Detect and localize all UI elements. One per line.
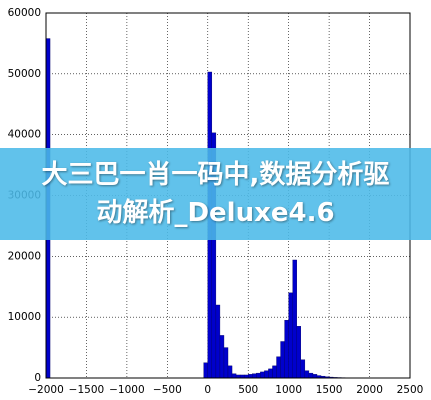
banner: 大三巴一肖一码中,数据分析驱动解析_Deluxe4.6 [0,148,431,240]
x-tick-label: 2000 [356,384,383,396]
bar [203,362,208,379]
x-tick-label: 1000 [275,384,302,396]
bar [219,335,225,379]
bar [272,365,277,379]
y-tick-label: 0 [34,372,41,384]
bar [308,372,314,379]
bar [292,259,297,379]
bar [300,359,306,379]
bar [248,374,253,379]
bar [252,373,257,379]
banner-text: 大三巴一肖一码中,数据分析驱动解析_Deluxe4.6 [41,160,390,228]
bar [215,304,221,379]
bar [284,320,289,379]
x-tick-label: 0 [204,384,211,396]
bar [231,373,237,379]
bar [260,371,265,379]
x-tick-label: −1500 [69,384,105,396]
y-tick-label: 40000 [8,129,41,141]
x-tick-label: 2500 [397,384,424,396]
bar [223,347,229,379]
x-tick-label: −1000 [109,384,145,396]
x-tick-label: 500 [238,384,258,396]
bar [268,368,273,379]
bar [276,356,281,379]
y-tick-label: 10000 [8,311,41,323]
bar [280,341,285,379]
bar [296,326,301,379]
bar [227,365,233,379]
y-tick-label: 50000 [8,68,41,80]
x-tick-label: −2000 [28,384,64,396]
y-tick-label: 20000 [8,250,41,262]
bar [312,374,318,379]
y-tick-label: 60000 [8,7,41,19]
bar [264,370,269,379]
bar [256,372,261,379]
bar [304,370,310,379]
x-tick-label: 1500 [316,384,343,396]
bar [288,292,293,379]
x-tick-label: −500 [153,384,182,396]
